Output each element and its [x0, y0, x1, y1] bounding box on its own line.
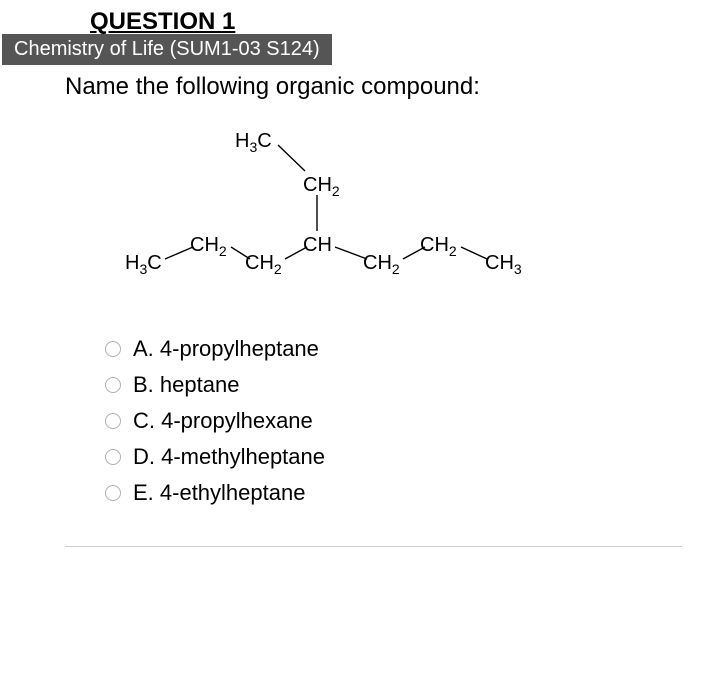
- atom-label: H3C: [235, 130, 272, 155]
- bond-line: [278, 145, 305, 171]
- question-prompt: Name the following organic compound:: [65, 73, 722, 101]
- option-row-e[interactable]: E. 4-ethylheptane: [105, 480, 722, 506]
- atom-label: CH2: [363, 252, 400, 277]
- question-number: QUESTION 1: [0, 0, 722, 36]
- radio-button[interactable]: [105, 485, 121, 501]
- option-row-a[interactable]: A. 4-propylheptane: [105, 336, 722, 362]
- atom-label: H3C: [125, 252, 162, 277]
- option-row-b[interactable]: B. heptane: [105, 372, 722, 398]
- bond-line: [461, 247, 487, 259]
- radio-button[interactable]: [105, 341, 121, 357]
- option-label: E. 4-ethylheptane: [133, 480, 305, 506]
- course-badge: Chemistry of Life (SUM1-03 S124): [2, 34, 332, 65]
- option-label: B. heptane: [133, 372, 239, 398]
- atom-label: CH2: [303, 174, 340, 199]
- atom-label: CH2: [420, 234, 457, 259]
- atom-label: CH: [303, 234, 332, 256]
- section-divider: [65, 546, 682, 547]
- option-label: A. 4-propylheptane: [133, 336, 319, 362]
- atom-label: CH2: [245, 252, 282, 277]
- radio-button[interactable]: [105, 413, 121, 429]
- answer-options: A. 4-propylheptane B. heptane C. 4-propylh…: [65, 326, 722, 506]
- option-label: D. 4-methylheptane: [133, 444, 325, 470]
- option-row-c[interactable]: C. 4-propylhexane: [105, 408, 722, 434]
- option-label: C. 4-propylhexane: [133, 408, 313, 434]
- atom-label: CH2: [190, 234, 227, 259]
- atom-label: CH3: [485, 252, 522, 277]
- bond-line: [165, 247, 193, 259]
- radio-button[interactable]: [105, 377, 121, 393]
- chemical-structure-diagram: H3C CH2 H3C CH2 CH2 CH CH2 CH2 CH3: [85, 111, 555, 301]
- question-content: Name the following organic compound: H3C…: [0, 65, 722, 506]
- radio-button[interactable]: [105, 449, 121, 465]
- option-row-d[interactable]: D. 4-methylheptane: [105, 444, 722, 470]
